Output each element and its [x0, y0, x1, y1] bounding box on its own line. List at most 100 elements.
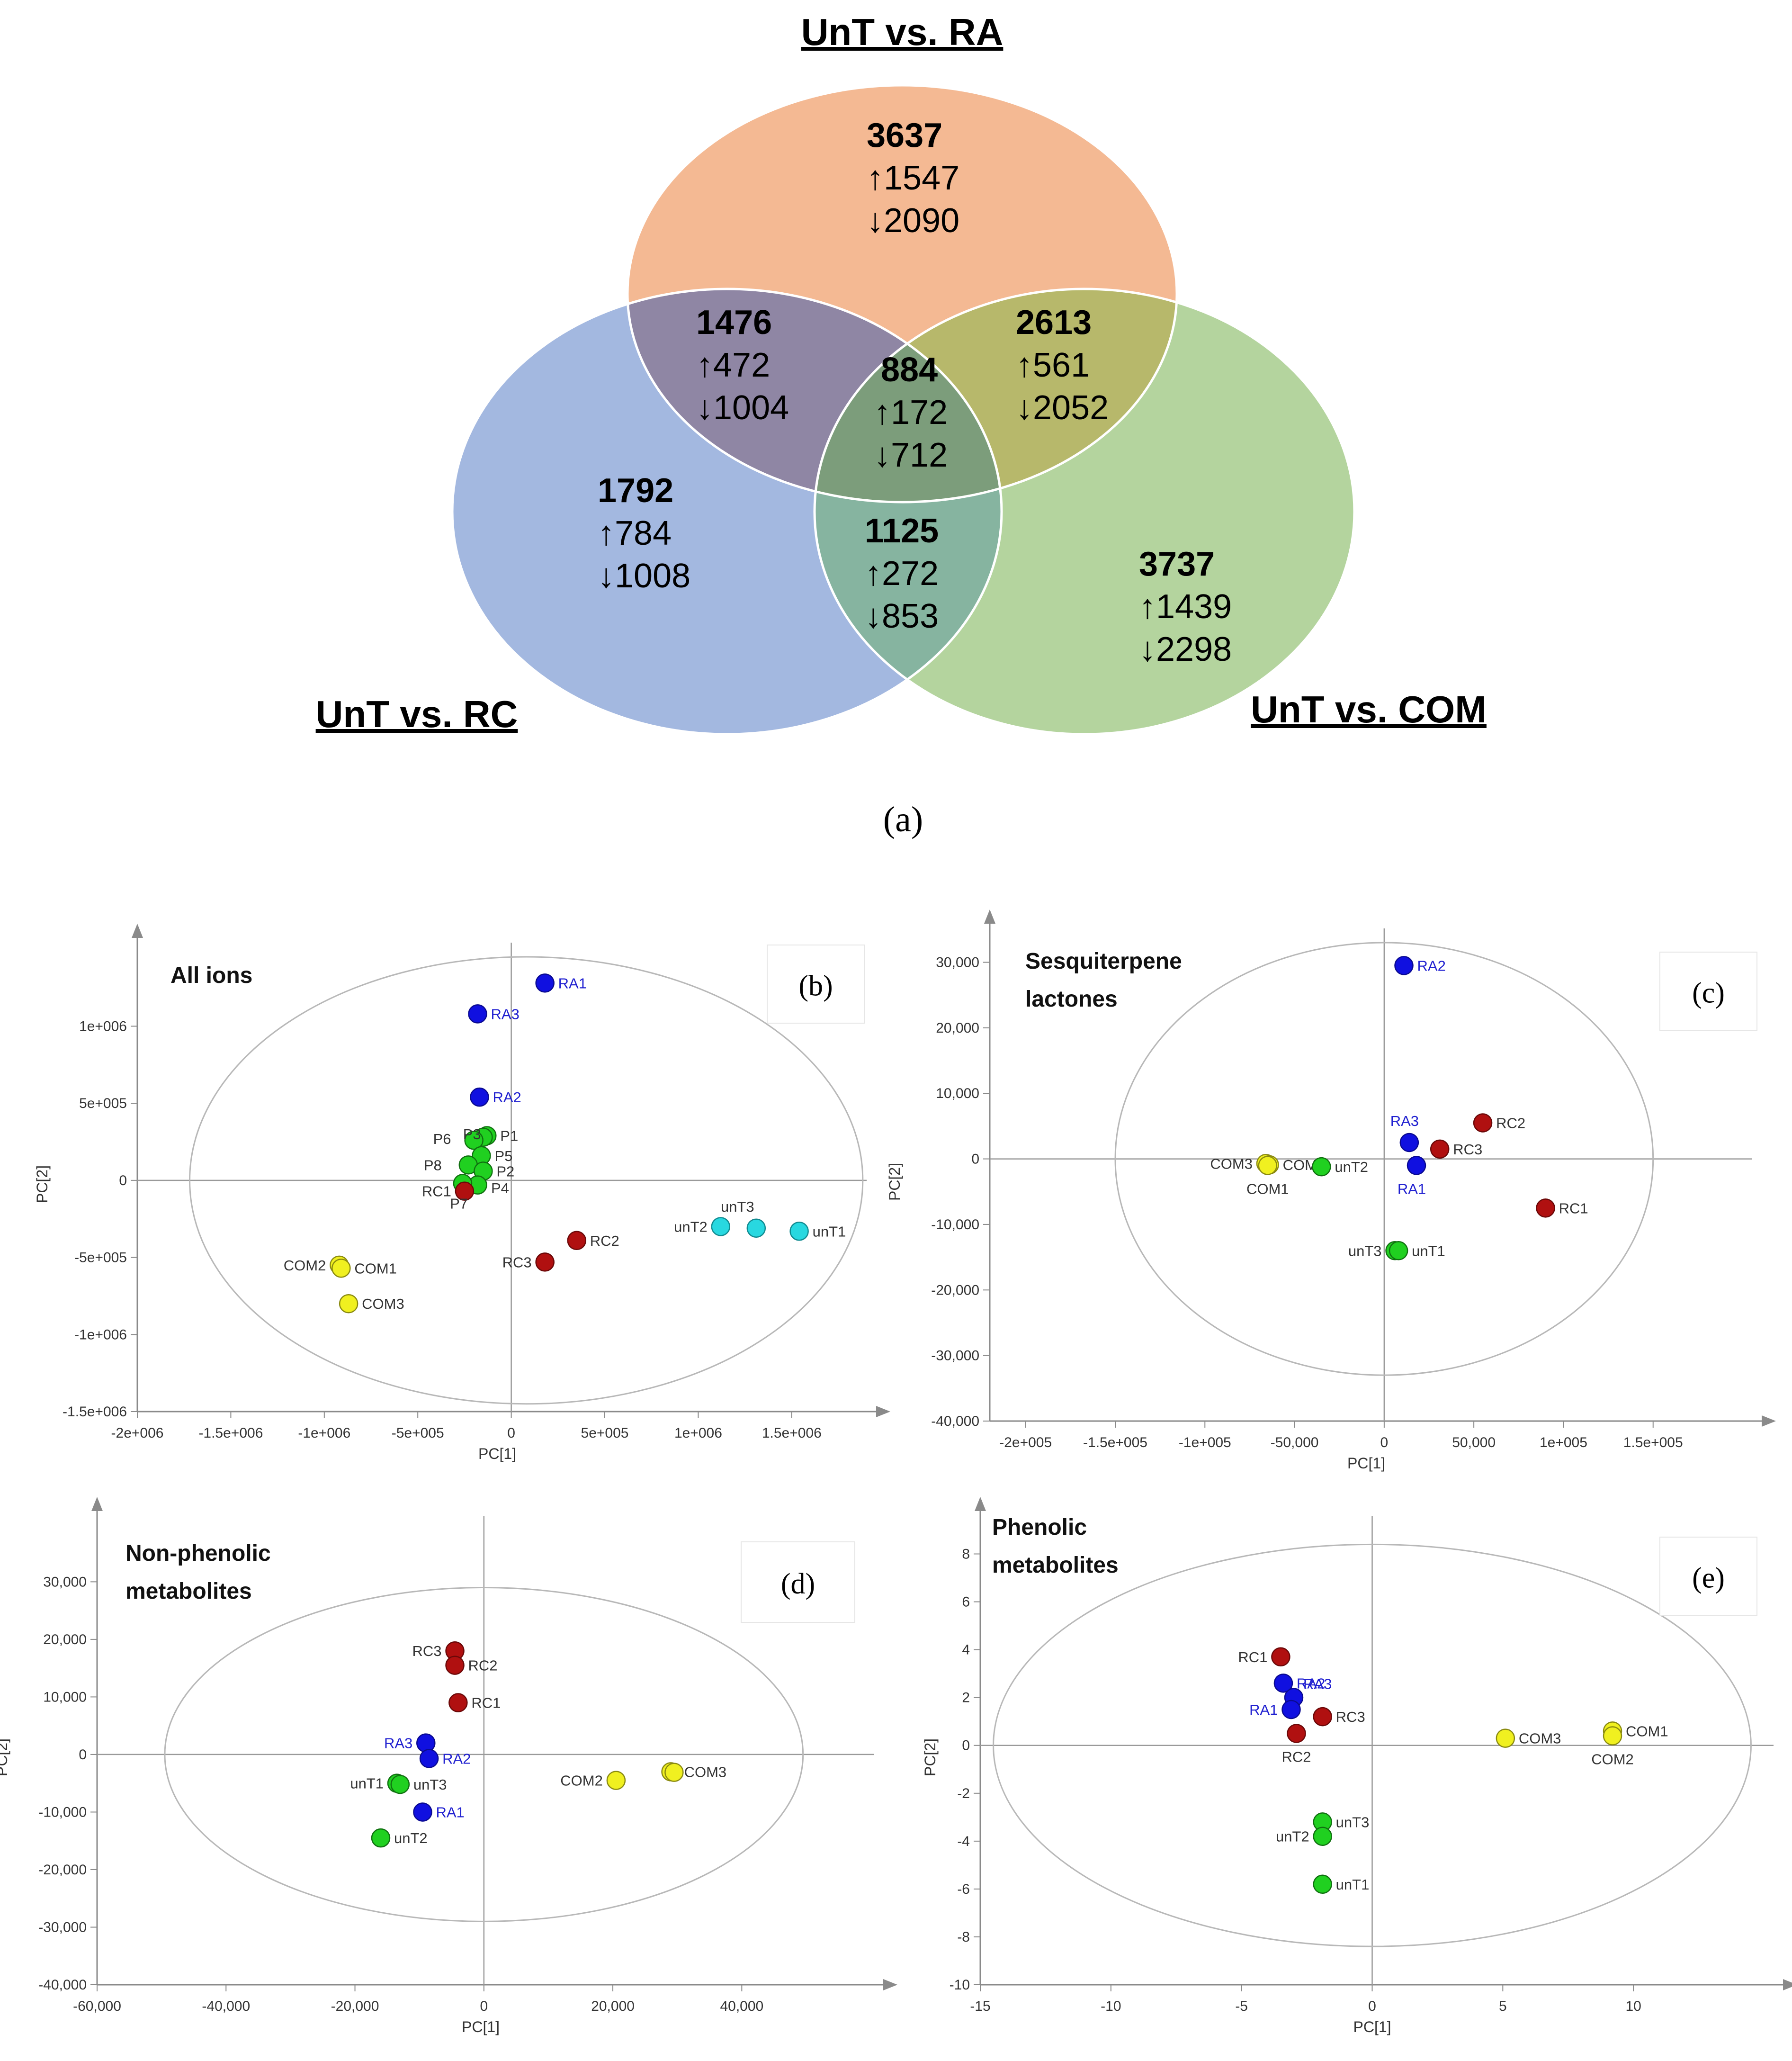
region-up: 172	[891, 394, 948, 432]
point-label: RC2	[590, 1233, 619, 1249]
x-tick-label: -2e+005	[999, 1435, 1052, 1450]
point-label: COM2	[1591, 1751, 1634, 1768]
y-axis-arrow	[132, 924, 143, 938]
svg-text:↑784: ↑784	[598, 514, 672, 552]
svg-text:↑472: ↑472	[696, 346, 770, 384]
venn-region-ra-rc: 1476 ↑472 ↓1004	[696, 304, 789, 427]
point-RC1	[448, 1693, 468, 1712]
y-axis-label: PC[2]	[34, 1165, 51, 1203]
point-RA2	[1394, 956, 1414, 975]
point-label: RA2	[493, 1089, 521, 1106]
point-COM2	[1603, 1726, 1622, 1746]
x-tick-label: 5e+005	[581, 1425, 629, 1441]
point-RA2	[1273, 1674, 1293, 1693]
x-tick-label: -5e+005	[392, 1425, 444, 1441]
y-tick-label: -5e+005	[74, 1250, 127, 1266]
y-tick-label: -4	[957, 1834, 970, 1849]
x-axis-arrow	[876, 1406, 890, 1417]
svg-text:↓712: ↓712	[874, 436, 948, 474]
y-tick-label: -8	[957, 1929, 970, 1945]
point-label: RC3	[412, 1643, 442, 1659]
x-tick-label: -10	[1101, 1998, 1121, 2014]
point-RA2	[419, 1749, 439, 1768]
x-axis-label: PC[1]	[1347, 1455, 1385, 1472]
x-tick-label: 1e+006	[674, 1425, 722, 1441]
y-tick-label: 30,000	[43, 1574, 87, 1590]
point-label: unT2	[1276, 1828, 1309, 1845]
point-label: P6	[433, 1131, 451, 1147]
venn-region-rc-com: 1125 ↑272 ↓853	[865, 512, 939, 635]
point-label: COM1	[354, 1260, 397, 1277]
y-axis-label: PC[2]	[886, 1163, 903, 1201]
point-RA1	[413, 1802, 432, 1822]
x-axis-label: PC[1]	[1353, 2018, 1391, 2035]
point-label: unT1	[1336, 1876, 1370, 1893]
region-total: 3737	[1139, 545, 1215, 583]
x-tick-label: -40,000	[202, 1998, 250, 2014]
svg-text:↓1008: ↓1008	[598, 557, 690, 595]
point-unT2	[1313, 1827, 1332, 1846]
x-tick-label: 20,000	[591, 1998, 635, 2014]
y-tick-label: 10,000	[43, 1689, 87, 1705]
point-label: P7	[450, 1196, 468, 1212]
venn-title-com: UnT vs. COM	[1251, 688, 1487, 730]
x-tick-label: -1.5e+005	[1083, 1435, 1147, 1450]
region-down: 853	[882, 597, 939, 635]
region-up: 784	[615, 514, 672, 552]
point-label: RC1	[1559, 1200, 1588, 1216]
point-label: COM3	[1519, 1730, 1561, 1747]
point-label: RA1	[436, 1804, 464, 1820]
x-tick-label: -2e+006	[111, 1425, 164, 1441]
point-label: RA3	[1390, 1113, 1419, 1129]
point-label: unT1	[1412, 1242, 1445, 1259]
point-P6	[464, 1131, 484, 1150]
point-COM3	[1496, 1728, 1515, 1748]
region-total: 1476	[696, 304, 772, 342]
venn-title-ra: UnT vs. RA	[801, 11, 1004, 53]
point-RC1	[1271, 1647, 1290, 1667]
venn-region-com-only: 3737 ↑1439 ↓2298	[1139, 545, 1232, 668]
point-label: unT3	[1348, 1242, 1382, 1259]
y-tick-label: 5e+005	[79, 1096, 127, 1111]
point-label: unT1	[350, 1775, 384, 1792]
region-total: 1125	[865, 512, 939, 550]
point-label: unT3	[721, 1198, 754, 1215]
point-label: RC1	[471, 1695, 501, 1711]
panel-title: metabolites	[125, 1579, 252, 1604]
x-axis-arrow	[1783, 1979, 1792, 1990]
point-unT1	[1313, 1874, 1332, 1894]
region-total: 2613	[1016, 304, 1092, 342]
venn-circles	[451, 84, 1356, 736]
venn-region-ra-only: 3637 ↑1547 ↓2090	[867, 117, 959, 240]
point-label: RC3	[502, 1254, 532, 1270]
point-COM1	[332, 1259, 351, 1278]
x-tick-label: -1e+006	[298, 1425, 350, 1441]
region-up: 1547	[884, 159, 959, 197]
plot-b: -2e+006 -1.5e+006 -1e+006 -5e+005 0 5e+005 1e+…	[34, 924, 890, 1462]
point-RC3	[1313, 1707, 1332, 1727]
point-label: unT1	[813, 1223, 846, 1240]
region-down: 2298	[1156, 630, 1232, 668]
y-tick-label: 0	[79, 1747, 87, 1763]
venn-region-ra-com: 2613 ↑561 ↓2052	[1016, 304, 1109, 427]
region-down: 2090	[884, 202, 959, 240]
point-label: unT2	[674, 1218, 708, 1235]
x-tick-label: 40,000	[720, 1998, 763, 2014]
venn-title-rc: UnT vs. RC	[316, 693, 518, 735]
point-label: unT2	[394, 1830, 428, 1846]
point-unT1	[1389, 1241, 1408, 1260]
panel-title: metabolites	[992, 1553, 1119, 1578]
x-tick-label: 50,000	[1452, 1435, 1496, 1450]
x-tick-label: 0	[1368, 1998, 1376, 2014]
point-unT3	[746, 1218, 766, 1238]
venn-caption: (a)	[883, 800, 923, 839]
y-axis-label: PC[2]	[0, 1738, 10, 1776]
x-axis-label: PC[1]	[478, 1445, 516, 1462]
point-RC3	[535, 1252, 555, 1272]
point-label: P2	[496, 1163, 514, 1179]
x-tick-label: -15	[970, 1998, 990, 2014]
x-tick-label: 0	[480, 1998, 488, 2014]
point-label: RC2	[468, 1657, 498, 1674]
